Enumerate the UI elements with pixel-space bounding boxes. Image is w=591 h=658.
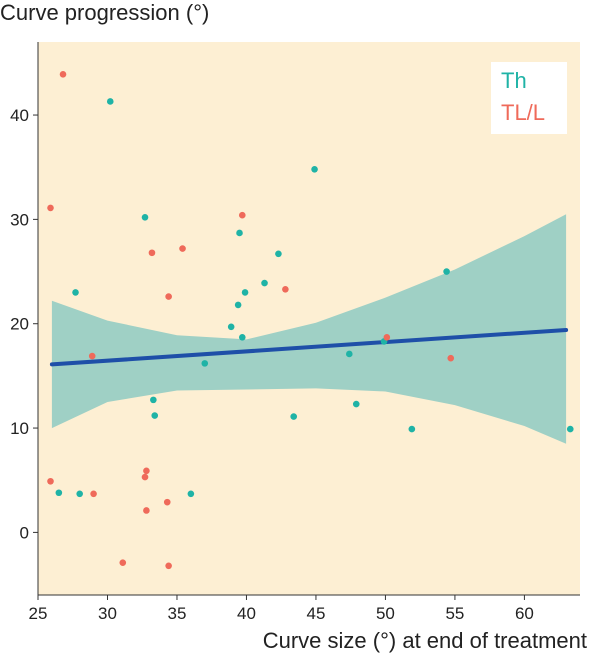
point-th	[275, 250, 282, 258]
point-tl-l	[59, 71, 67, 78]
x-tick-label: 25	[29, 604, 48, 623]
legend-item-tl-l: TL/L	[501, 100, 546, 125]
point-tl-l	[163, 498, 171, 506]
point-tl-l	[282, 285, 289, 293]
legend-item-th: Th	[501, 68, 527, 93]
point-th	[72, 289, 79, 296]
point-tl-l	[238, 211, 246, 219]
point-th	[234, 301, 242, 309]
point-th	[150, 396, 157, 404]
regression-line	[49, 327, 569, 367]
point-th	[187, 490, 195, 498]
point-th	[346, 350, 353, 358]
point-th	[408, 425, 416, 433]
data-points	[47, 71, 574, 570]
axes: 25 30 35 40 45 50 55 60 0 10 20 30 40	[10, 42, 580, 623]
point-th	[201, 360, 209, 367]
point-tl-l	[90, 490, 97, 498]
x-tick-label: 35	[168, 604, 187, 623]
y-tick-label: 0	[20, 523, 29, 542]
legend: Th TL/L	[491, 62, 567, 134]
point-th	[236, 229, 243, 237]
x-tick-label: 50	[376, 604, 395, 623]
point-th	[227, 323, 235, 331]
point-tl-l	[47, 477, 54, 485]
x-tick-label: 45	[306, 604, 325, 623]
point-tl-l	[47, 204, 54, 212]
y-tick-label: 10	[10, 419, 29, 438]
point-tl-l	[119, 559, 127, 566]
point-th	[241, 289, 249, 296]
point-th	[290, 413, 298, 420]
point-tl-l	[165, 562, 172, 570]
point-tl-l	[88, 352, 96, 360]
point-tl-l	[148, 249, 156, 257]
point-th	[352, 400, 360, 408]
point-th	[106, 98, 114, 105]
point-tl-l	[165, 293, 172, 300]
point-th	[443, 268, 450, 275]
point-tl-l	[383, 333, 391, 341]
point-tl-l	[141, 473, 149, 481]
x-tick-label: 60	[515, 604, 534, 623]
point-th	[55, 489, 63, 497]
y-axis-title: Curve progression (°)	[0, 0, 210, 25]
x-tick-label: 55	[445, 604, 464, 623]
x-tick-label: 30	[98, 604, 117, 623]
point-th	[261, 279, 268, 287]
y-tick-label: 20	[10, 315, 29, 334]
x-axis-title: Curve size (°) at end of treatment	[262, 628, 587, 653]
point-tl-l	[179, 245, 186, 252]
confidence-band	[51, 214, 567, 444]
y-tick-label: 30	[10, 210, 29, 229]
y-tick-label: 40	[10, 106, 29, 125]
point-tl-l	[143, 507, 150, 514]
point-th	[238, 333, 246, 341]
point-th	[151, 412, 159, 419]
point-th	[76, 490, 83, 498]
point-th	[141, 213, 149, 221]
point-tl-l	[447, 354, 455, 362]
x-tick-label: 40	[237, 604, 256, 623]
point-th	[311, 165, 318, 173]
point-tl-l	[143, 467, 150, 475]
point-th	[566, 425, 574, 433]
